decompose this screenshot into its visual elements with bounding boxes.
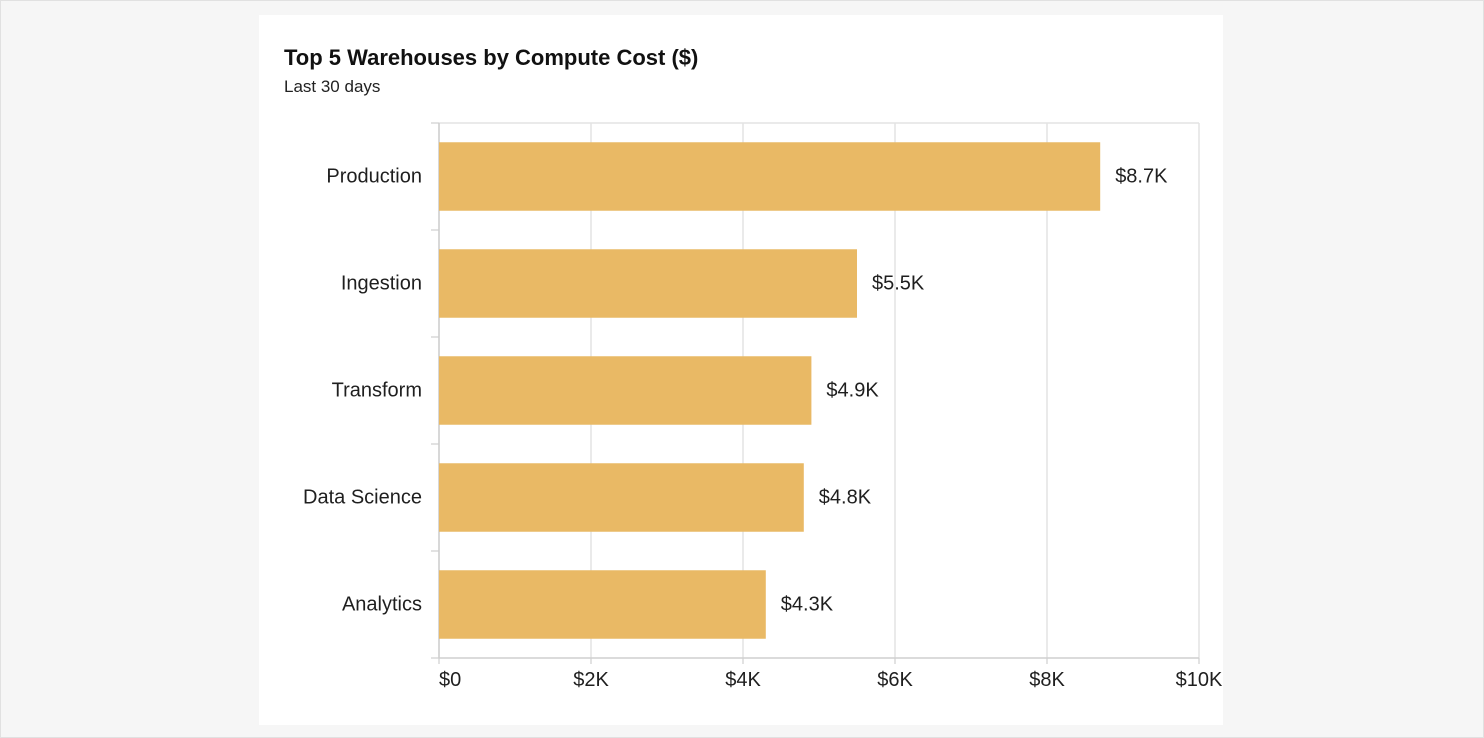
value-label-4: $4.3K [781,594,834,616]
bar-3 [439,463,804,532]
category-label-2: Transform [332,380,422,402]
chart-card: Top 5 Warehouses by Compute Cost ($) Las… [259,15,1223,725]
x-tick-label-1: $2K [573,669,609,691]
bar-4 [439,570,766,639]
value-label-2: $4.9K [826,380,879,402]
category-label-0: Production [326,166,422,188]
x-tick-label-5: $10K [1176,669,1223,691]
value-label-0: $8.7K [1115,166,1168,188]
category-label-4: Analytics [342,594,422,616]
value-label-1: $5.5K [872,273,925,295]
bar-2 [439,356,812,425]
value-label-3: $4.8K [819,487,872,509]
bar-1 [439,249,857,318]
x-tick-label-3: $6K [877,669,913,691]
bar-0 [439,142,1101,211]
bar-chart: Production $8.7K Ingestion $5.5K Transform $4… [303,122,1223,691]
x-tick-label-4: $8K [1029,669,1065,691]
category-label-1: Ingestion [341,273,422,295]
category-label-3: Data Science [303,487,422,509]
chart-title: Top 5 Warehouses by Compute Cost ($) [284,45,699,70]
x-tick-label-2: $4K [725,669,761,691]
x-tick-label-0: $0 [439,669,461,691]
chart-subtitle: Last 30 days [284,77,381,96]
